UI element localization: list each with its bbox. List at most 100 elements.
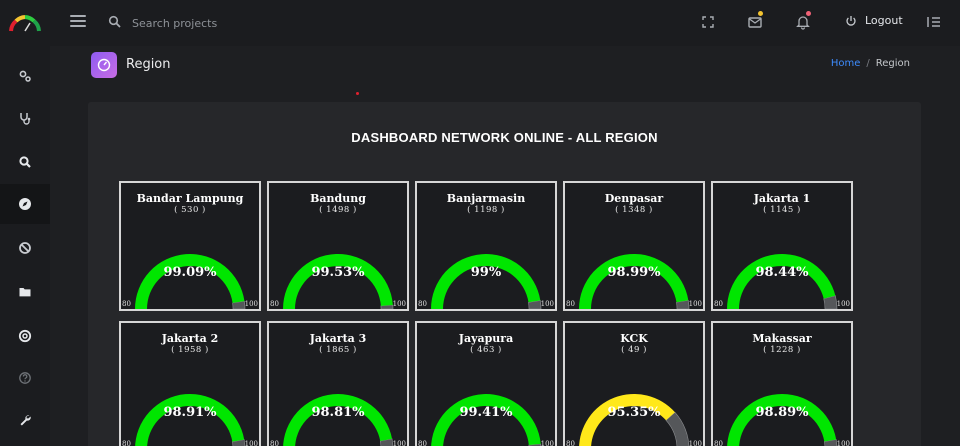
gauge-chart (431, 254, 542, 309)
gauge-min-label: 80 (418, 440, 427, 446)
region-count: ( 1498 ) (319, 205, 357, 215)
gauge-chart (579, 394, 690, 446)
sidebar-item-region[interactable] (0, 184, 50, 224)
gauge-chart (727, 253, 838, 309)
region-gauge-panel[interactable]: Bandar Lampung( 530 ) 99.09% 80 100 (119, 181, 261, 311)
mail-icon[interactable] (747, 14, 763, 30)
page-title: Region (126, 57, 171, 72)
region-gauge-panel[interactable]: Bandung( 1498 ) 99.53% 80 100 (267, 181, 409, 311)
mail-badge (758, 11, 763, 16)
gauge-remainder-arc (232, 300, 246, 309)
power-icon (846, 15, 856, 26)
gauge-value-arc (283, 253, 393, 309)
logout-label: Logout (865, 14, 903, 27)
gauge-chart (579, 253, 690, 309)
gears-icon (19, 70, 31, 82)
life-ring-icon (18, 329, 32, 343)
region-count: ( 49 ) (621, 345, 647, 355)
gauge-chart (283, 253, 394, 309)
gauge-min-label: 80 (566, 440, 575, 446)
gauge-max-label: 100 (244, 440, 258, 446)
breadcrumb-home-link[interactable]: Home (830, 58, 861, 69)
gauge-value-arc (431, 254, 541, 309)
sidebar (0, 46, 50, 446)
gauge-value-arc (283, 394, 393, 446)
gauge-remainder-arc (380, 304, 394, 309)
region-name: Jayapura (458, 332, 514, 345)
region-gauge-panel[interactable]: Jakarta 3( 1865 ) 98.81% 80 100 (267, 321, 409, 446)
gauge-min-label: 80 (714, 440, 723, 446)
gauge-value-arc (579, 253, 689, 309)
notification-badge (806, 11, 811, 16)
sidebar-item-settings[interactable] (0, 56, 50, 96)
region-gauge-panel[interactable]: Jayapura( 463 ) 99.41% 80 100 (415, 321, 557, 446)
gauge-max-label: 100 (540, 300, 554, 308)
bell-icon[interactable] (795, 14, 811, 30)
ban-icon (19, 242, 31, 254)
dashboard-card: DASHBOARD NETWORK ONLINE - ALL REGION Ba… (88, 102, 921, 446)
gauge-max-label: 100 (688, 300, 702, 308)
gauge-value-label: 98.89% (755, 405, 809, 420)
region-count: ( 1348 ) (615, 205, 653, 215)
gauge-chart (431, 394, 542, 446)
question-icon (19, 372, 31, 384)
top-header: Logout (0, 0, 960, 46)
search-input[interactable] (132, 12, 352, 34)
region-gauge-panel[interactable]: Makassar( 1228 ) 98.89% 80 100 (711, 321, 853, 446)
sidebar-item-help[interactable] (0, 358, 50, 398)
region-name: Jakarta 3 (309, 332, 367, 345)
breadcrumb-separator: / (866, 58, 870, 69)
sidebar-item-files[interactable] (0, 272, 50, 312)
search-icon (108, 15, 121, 28)
sidebar-item-tools[interactable] (0, 400, 50, 440)
gauge-max-label: 100 (540, 440, 554, 446)
region-gauge-panel[interactable]: Jakarta 1( 1145 ) 98.44% 80 100 (711, 181, 853, 311)
speedometer-logo-icon[interactable] (8, 14, 42, 34)
region-gauge-panel[interactable]: Denpasar( 1348 ) 98.99% 80 100 (563, 181, 705, 311)
gauge-max-label: 100 (836, 300, 850, 308)
list-settings-icon[interactable] (926, 14, 942, 30)
breadcrumb: Home / Region (831, 58, 910, 69)
gauge-remainder-arc (665, 411, 690, 446)
gauge-value-label: 99.41% (459, 405, 513, 420)
gauge-min-label: 80 (270, 440, 279, 446)
gauge-value-label: 99.09% (163, 265, 217, 280)
region-count: ( 1198 ) (467, 205, 505, 215)
compass-icon (19, 198, 31, 210)
gauge-value-arc (135, 253, 245, 309)
gauge-value-label: 98.81% (311, 405, 365, 420)
folder-icon (19, 288, 31, 297)
sidebar-item-search[interactable] (0, 142, 50, 182)
breadcrumb-current: Region (875, 58, 910, 69)
region-gauge-panel[interactable]: KCK( 49 ) 95.35% 80 100 (563, 321, 705, 446)
menu-toggle-button[interactable] (70, 15, 86, 29)
region-name: Banjarmasin (446, 192, 526, 205)
region-count: ( 1145 ) (763, 205, 801, 215)
region-count: ( 463 ) (470, 345, 502, 355)
sidebar-item-support[interactable] (0, 316, 50, 356)
fullscreen-icon[interactable] (700, 14, 716, 30)
gauge-value-label: 99% (470, 265, 502, 280)
gauge-max-label: 100 (392, 300, 406, 308)
sidebar-item-blocked[interactable] (0, 228, 50, 268)
region-count: ( 1958 ) (171, 345, 209, 355)
gauge-remainder-arc (232, 439, 246, 446)
logout-button[interactable]: Logout (845, 14, 903, 27)
loading-indicator (356, 92, 359, 95)
gauge-value-label: 98.99% (607, 265, 661, 280)
region-gauge-panel[interactable]: Banjarmasin( 1198 ) 99% 80 100 (415, 181, 557, 311)
gauge-remainder-arc (823, 295, 838, 309)
region-name: Bandar Lampung (136, 192, 244, 205)
search-icon (19, 156, 31, 168)
region-name: KCK (620, 332, 648, 345)
region-name: Jakarta 2 (161, 332, 219, 345)
gauge-value-label: 98.91% (163, 405, 217, 420)
gauge-remainder-arc (824, 439, 838, 446)
gauge-remainder-arc (528, 300, 542, 309)
dashboard-title: DASHBOARD NETWORK ONLINE - ALL REGION (351, 130, 658, 145)
gauge-max-label: 100 (392, 440, 406, 446)
gauge-min-label: 80 (418, 300, 427, 308)
sidebar-item-health[interactable] (0, 98, 50, 138)
gauge-value-arc (135, 394, 245, 446)
region-gauge-panel[interactable]: Jakarta 2( 1958 ) 98.91% 80 100 (119, 321, 261, 446)
